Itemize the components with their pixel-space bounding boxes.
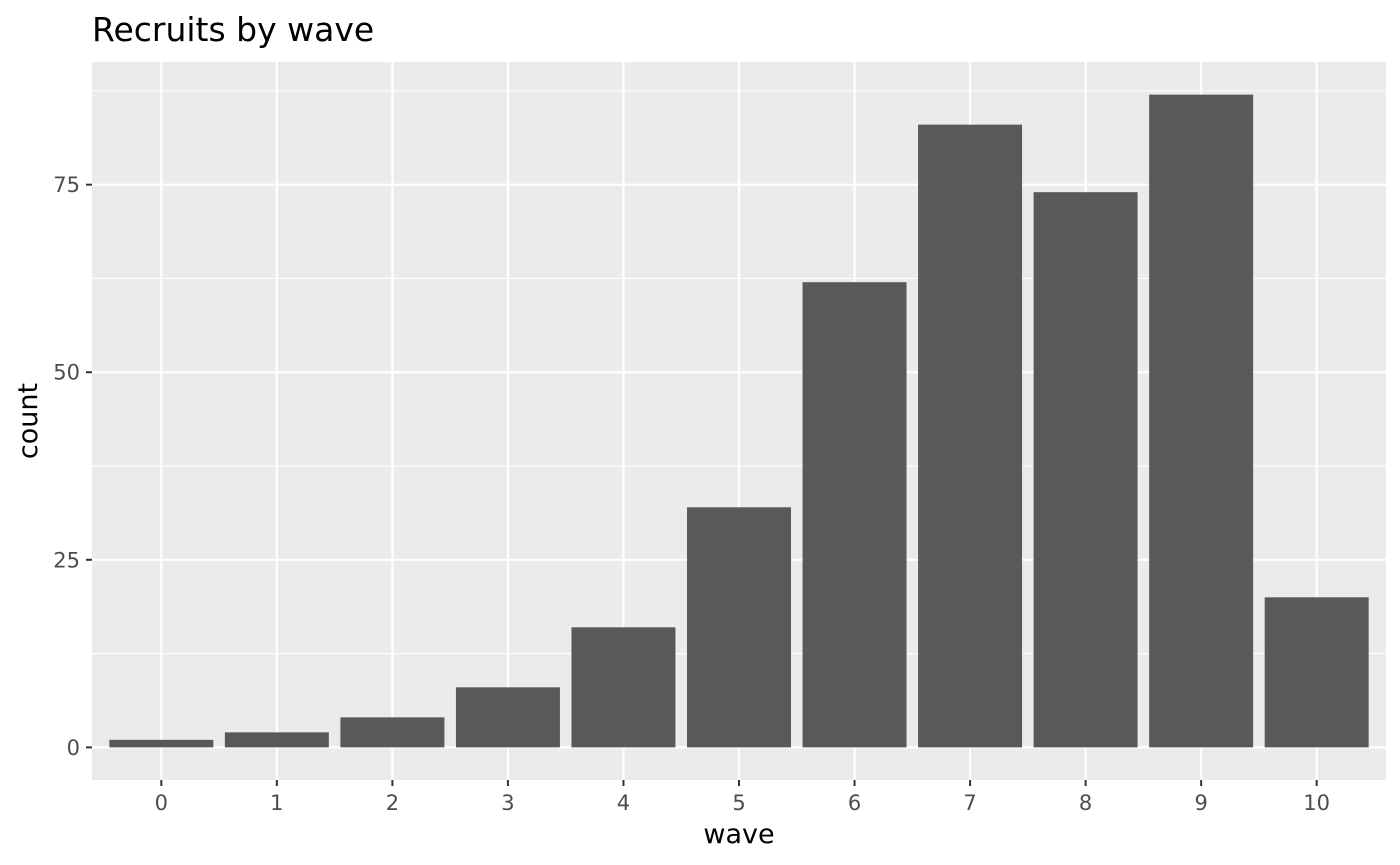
bar-wave-9 — [1149, 94, 1254, 748]
x-tick-label: 10 — [1303, 791, 1330, 815]
x-tick-label: 0 — [155, 791, 168, 815]
x-tick-label: 1 — [270, 791, 283, 815]
bar-wave-0 — [109, 739, 214, 748]
y-tick-label: 50 — [53, 361, 80, 385]
y-axis-title: count — [13, 383, 44, 459]
bar-wave-6 — [802, 282, 907, 748]
bars — [109, 94, 1369, 748]
x-tick-label: 3 — [501, 791, 514, 815]
bar-wave-7 — [918, 124, 1023, 748]
bar-wave-2 — [340, 717, 445, 748]
x-tick-label: 7 — [963, 791, 976, 815]
x-tick-label: 5 — [732, 791, 745, 815]
chart-title: Recruits by wave — [92, 10, 374, 49]
x-tick-label: 4 — [617, 791, 630, 815]
y-axis: 0 25 50 75 — [53, 173, 92, 760]
bar-wave-3 — [455, 687, 560, 748]
bar-wave-8 — [1033, 192, 1138, 748]
bar-wave-4 — [571, 627, 676, 748]
y-tick-label: 25 — [53, 548, 80, 572]
bar-wave-1 — [224, 732, 329, 748]
y-tick-label: 75 — [53, 173, 80, 197]
bar-wave-5 — [687, 507, 791, 748]
x-axis-title: wave — [703, 819, 774, 850]
bar-wave-10 — [1264, 597, 1369, 748]
y-tick-label: 0 — [67, 736, 80, 760]
x-axis: 0 1 2 3 4 5 6 7 8 9 10 — [155, 780, 1330, 815]
x-tick-label: 9 — [1194, 791, 1207, 815]
x-tick-label: 6 — [848, 791, 861, 815]
x-tick-label: 8 — [1079, 791, 1092, 815]
x-tick-label: 2 — [386, 791, 399, 815]
